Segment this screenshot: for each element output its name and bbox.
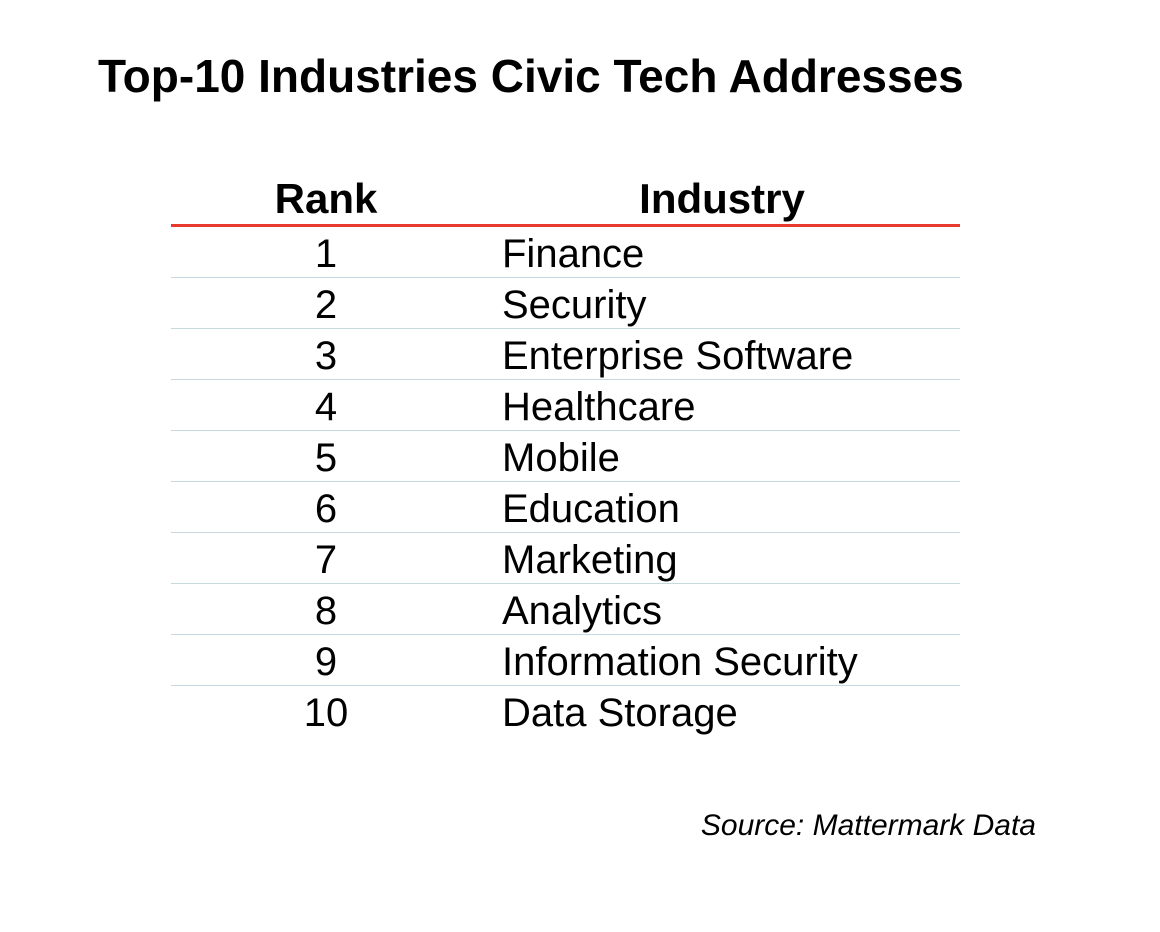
industry-cell: Education (502, 487, 680, 531)
rank-cell: 3 (314, 334, 338, 378)
rank-cell: 6 (314, 487, 338, 531)
table-row: 2 Security (171, 278, 960, 329)
column-header-industry: Industry (639, 175, 805, 222)
rank-cell: 1 (314, 232, 338, 276)
industry-cell: Security (502, 283, 647, 327)
rank-table: Rank Industry 1 Finance 2 Security 3 Enterpri… (171, 170, 960, 737)
table-row: 3 Enterprise Software (171, 329, 960, 380)
rank-cell: 7 (314, 538, 338, 582)
table-row: 6 Education (171, 482, 960, 533)
rank-cell: 9 (314, 640, 338, 684)
industry-cell: Analytics (502, 589, 663, 633)
industry-cell: Marketing (502, 538, 678, 582)
industry-cell: Information Security (502, 640, 858, 684)
industry-cell: Finance (502, 232, 645, 276)
industry-cell: Healthcare (502, 385, 696, 429)
rank-cell: 5 (314, 436, 338, 480)
industry-cell: Data Storage (502, 691, 738, 735)
table-row: 4 Healthcare (171, 380, 960, 431)
rank-cell: 10 (303, 691, 349, 735)
table-body: 1 Finance 2 Security 3 Enterprise Software 4 He… (171, 227, 960, 737)
industry-cell: Enterprise Software (502, 334, 854, 378)
industry-cell: Mobile (502, 436, 620, 480)
rank-cell: 4 (314, 385, 338, 429)
page-title: Top-10 Industries Civic Tech Addresses (98, 50, 964, 102)
table-row: 10 Data Storage (171, 686, 960, 737)
table-header: Rank Industry (171, 170, 960, 227)
source-note: Source: Mattermark Data (700, 809, 1036, 842)
table-row: 8 Analytics (171, 584, 960, 635)
rank-cell: 2 (314, 283, 338, 327)
table-row: 5 Mobile (171, 431, 960, 482)
table-row: 7 Marketing (171, 533, 960, 584)
table-row: 1 Finance (171, 227, 960, 278)
rank-cell: 8 (314, 589, 338, 633)
column-header-rank: Rank (274, 175, 378, 222)
table-row: 9 Information Security (171, 635, 960, 686)
